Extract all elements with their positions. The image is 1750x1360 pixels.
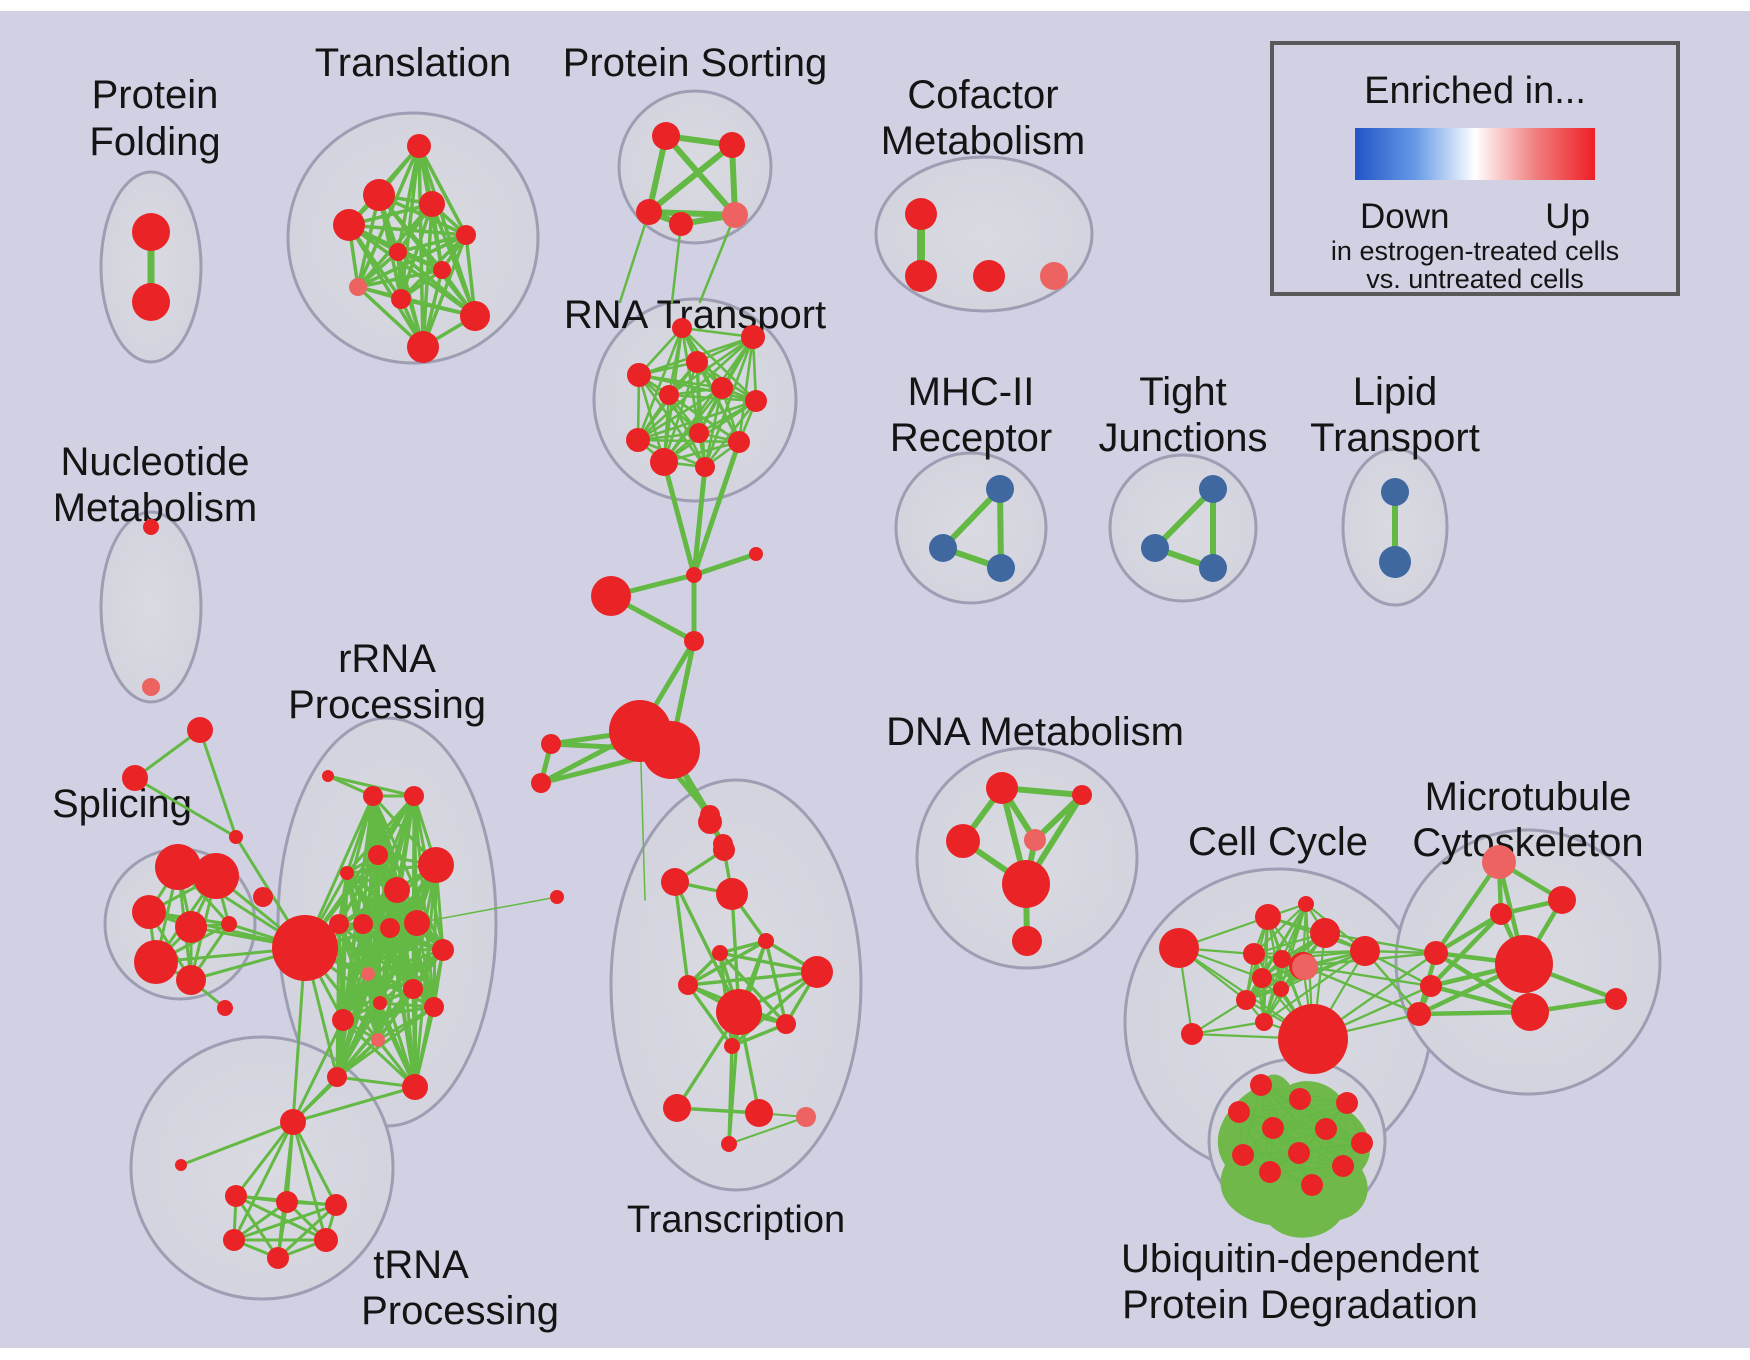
svg-text:Metabolism: Metabolism [881, 119, 1086, 163]
svg-text:vs. untreated cells: vs. untreated cells [1366, 264, 1584, 294]
svg-text:Microtubule: Microtubule [1425, 775, 1632, 819]
svg-text:Transcription: Transcription [627, 1199, 845, 1241]
svg-text:Protein Degradation: Protein Degradation [1122, 1283, 1478, 1327]
svg-text:tRNA: tRNA [373, 1243, 469, 1287]
svg-text:Nucleotide: Nucleotide [60, 440, 249, 484]
svg-text:DNA Metabolism: DNA Metabolism [886, 710, 1184, 754]
svg-text:Processing: Processing [288, 683, 486, 727]
svg-text:Receptor: Receptor [890, 416, 1052, 460]
svg-text:Folding: Folding [89, 120, 220, 164]
svg-text:Ubiquitin-dependent: Ubiquitin-dependent [1121, 1237, 1479, 1281]
svg-text:Splicing: Splicing [52, 782, 192, 826]
svg-text:Cell Cycle: Cell Cycle [1188, 820, 1368, 864]
svg-text:Protein Sorting: Protein Sorting [563, 41, 828, 85]
svg-text:Lipid: Lipid [1353, 370, 1438, 414]
svg-text:Cofactor: Cofactor [907, 73, 1058, 117]
svg-text:Junctions: Junctions [1099, 416, 1268, 460]
svg-text:Processing: Processing [361, 1289, 559, 1333]
svg-text:in estrogen-treated cells: in estrogen-treated cells [1331, 236, 1619, 266]
svg-text:Translation: Translation [315, 41, 511, 85]
svg-text:Up: Up [1545, 197, 1590, 236]
svg-text:rRNA: rRNA [338, 637, 436, 681]
svg-text:Cytoskeleton: Cytoskeleton [1412, 821, 1643, 865]
svg-text:Tight: Tight [1139, 370, 1226, 414]
svg-text:Transport: Transport [1310, 416, 1480, 460]
svg-text:Down: Down [1360, 197, 1449, 236]
svg-text:Enriched in...: Enriched in... [1364, 70, 1586, 112]
svg-text:MHC-II: MHC-II [908, 370, 1035, 414]
svg-text:Protein: Protein [92, 73, 219, 117]
